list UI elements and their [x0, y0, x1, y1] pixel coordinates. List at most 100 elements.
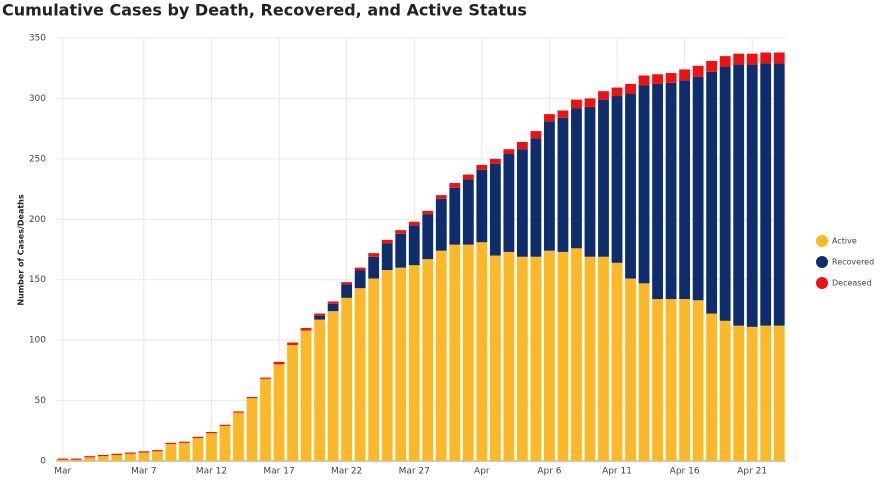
bar-segment: [746, 53, 758, 65]
bar-segment: [760, 52, 772, 64]
bar-segment: [408, 225, 420, 266]
bar-segment: [179, 441, 190, 443]
y-tick-label: 150: [29, 275, 46, 285]
bar-segment: [516, 141, 528, 150]
bar-segment: [327, 311, 339, 461]
bar-segment: [489, 163, 501, 256]
bar-segment: [206, 431, 217, 434]
y-tick-label: 200: [29, 215, 46, 225]
bar-segment: [435, 250, 447, 461]
x-tick-label: Mar 22: [331, 467, 362, 477]
bar-segment: [314, 319, 326, 461]
bar-segment: [598, 91, 609, 100]
y-tick-label: 300: [29, 94, 46, 104]
bar-segment: [422, 259, 434, 461]
bar-segment: [368, 253, 380, 257]
bar-segment: [773, 63, 785, 326]
bar-segment: [354, 270, 366, 289]
bar-segment: [584, 106, 596, 257]
bar-segment: [395, 233, 407, 268]
bar-segment: [503, 251, 515, 461]
bar-segment: [571, 99, 582, 109]
legend-marker: [816, 235, 828, 247]
bar-segment: [665, 299, 677, 461]
bar-segment: [408, 265, 420, 461]
x-tick-label: Apr: [474, 467, 490, 477]
bar-segment: [611, 96, 623, 263]
bar-segment: [260, 378, 271, 461]
bar-segment: [287, 342, 298, 345]
bar-segment: [449, 187, 461, 245]
bar-segment: [138, 452, 150, 461]
y-tick-label: 0: [40, 457, 46, 467]
bar-segment: [503, 149, 515, 155]
bar-segment: [746, 326, 758, 461]
bar-segment: [84, 456, 96, 458]
bar-segment: [462, 174, 474, 180]
bar-segment: [476, 164, 488, 170]
bar-segment: [652, 83, 663, 300]
bar-segment: [557, 110, 569, 118]
bar-segment: [273, 364, 285, 461]
bar-segment: [219, 425, 231, 461]
bar-segment: [584, 256, 596, 461]
bar-segment: [341, 282, 353, 285]
bar-segment: [462, 179, 474, 245]
bar-segment: [719, 67, 731, 321]
bar-segment: [516, 256, 528, 461]
bar-segment: [638, 75, 650, 86]
bar-segment: [314, 315, 326, 320]
bar-segment: [179, 442, 190, 461]
bar-segment: [598, 99, 609, 257]
bar-segment: [233, 411, 244, 413]
bar-segment: [706, 313, 718, 461]
bar-segment: [395, 230, 407, 234]
bar-segment: [706, 71, 718, 314]
bar-segment: [449, 183, 461, 188]
bar-segment: [246, 398, 258, 461]
legend-marker: [816, 277, 828, 289]
bar-segment: [692, 300, 704, 461]
x-tick-label: Apr 11: [602, 467, 632, 477]
bar-segment: [719, 320, 731, 461]
x-tick-label: Mar 17: [263, 467, 294, 477]
bar-segment: [354, 288, 366, 461]
bar-segment: [638, 283, 650, 461]
bar-segment: [773, 325, 785, 461]
y-tick-label: 50: [35, 396, 47, 406]
bar-segment: [84, 457, 96, 461]
bar-segment: [530, 256, 542, 461]
legend-marker: [816, 256, 828, 268]
x-tick-label: Mar 12: [196, 467, 227, 477]
legend-label: Active: [832, 237, 857, 246]
chart-title: Cumulative Cases by Death, Recovered, an…: [2, 1, 527, 20]
bar-segment: [530, 131, 542, 139]
bar-segment: [219, 424, 231, 426]
bar-segment: [354, 267, 366, 271]
bar-segment: [151, 451, 163, 461]
bar-segment: [571, 248, 582, 461]
bar-segment: [571, 108, 582, 249]
bar-segment: [300, 330, 312, 461]
x-tick-label: Apr 21: [737, 467, 767, 477]
bar-segment: [544, 250, 555, 461]
bar-segment: [638, 85, 650, 284]
x-tick-label: Mar 7: [131, 467, 157, 477]
bar-segment: [395, 267, 407, 461]
bar-segment: [476, 169, 488, 243]
bar-segment: [679, 299, 691, 461]
x-tick-label: Mar: [54, 467, 71, 477]
bar-segment: [625, 278, 636, 461]
bar-segment: [557, 117, 569, 252]
bar-segment: [233, 412, 244, 461]
bar-segment: [422, 214, 434, 260]
y-tick-label: 350: [29, 34, 46, 44]
bar-segment: [151, 450, 163, 452]
bar-segment: [97, 456, 109, 461]
bar-segment: [489, 255, 501, 461]
bar-segment: [124, 452, 136, 454]
bar-segment: [381, 239, 393, 244]
bar-segment: [760, 63, 772, 326]
bar-segment: [300, 328, 312, 331]
